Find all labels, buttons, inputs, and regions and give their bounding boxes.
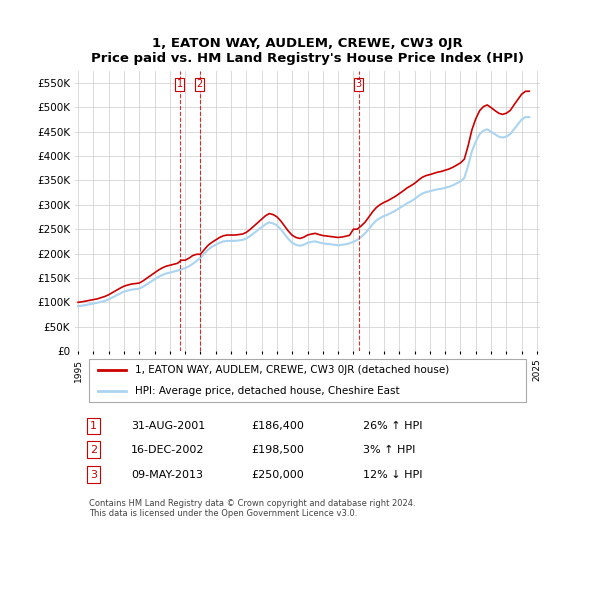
Title: 1, EATON WAY, AUDLEM, CREWE, CW3 0JR
Price paid vs. HM Land Registry's House Pri: 1, EATON WAY, AUDLEM, CREWE, CW3 0JR Pri… xyxy=(91,38,524,65)
Text: 31-AUG-2001: 31-AUG-2001 xyxy=(131,421,205,431)
Text: 3: 3 xyxy=(90,470,97,480)
Text: 3% ↑ HPI: 3% ↑ HPI xyxy=(364,445,416,454)
Text: £186,400: £186,400 xyxy=(252,421,305,431)
Text: 26% ↑ HPI: 26% ↑ HPI xyxy=(364,421,423,431)
Text: 16-DEC-2002: 16-DEC-2002 xyxy=(131,445,204,454)
Text: 2: 2 xyxy=(197,79,203,89)
Text: Contains HM Land Registry data © Crown copyright and database right 2024.
This d: Contains HM Land Registry data © Crown c… xyxy=(89,499,416,519)
Text: 12% ↓ HPI: 12% ↓ HPI xyxy=(364,470,423,480)
FancyBboxPatch shape xyxy=(89,359,526,402)
Text: 2: 2 xyxy=(90,445,97,454)
Text: £198,500: £198,500 xyxy=(252,445,305,454)
Text: £250,000: £250,000 xyxy=(252,470,304,480)
Text: 1: 1 xyxy=(90,421,97,431)
Text: 1: 1 xyxy=(177,79,183,89)
Text: 3: 3 xyxy=(356,79,362,89)
Text: HPI: Average price, detached house, Cheshire East: HPI: Average price, detached house, Ches… xyxy=(136,386,400,396)
Text: 1, EATON WAY, AUDLEM, CREWE, CW3 0JR (detached house): 1, EATON WAY, AUDLEM, CREWE, CW3 0JR (de… xyxy=(136,365,450,375)
Text: 09-MAY-2013: 09-MAY-2013 xyxy=(131,470,203,480)
